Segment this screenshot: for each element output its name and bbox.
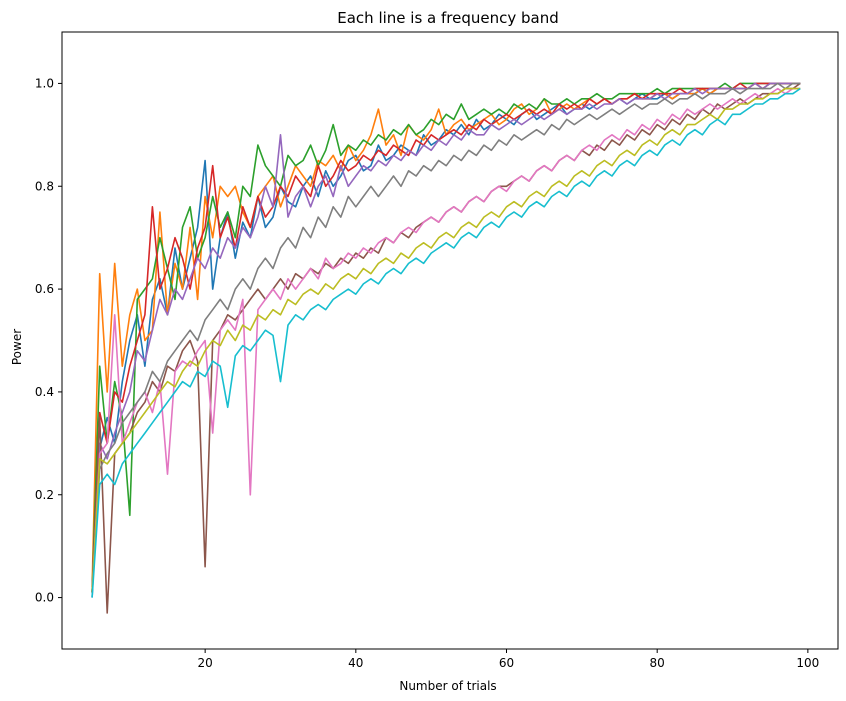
series-line-8 <box>91 82 801 593</box>
chart-title: Each line is a frequency band <box>337 9 558 27</box>
series-line-10 <box>91 87 801 598</box>
x-tick-label: 60 <box>499 656 514 670</box>
series-line-4 <box>91 82 801 593</box>
y-axis: 0.0 0.2 0.4 0.6 0.8 1.0 <box>35 76 62 605</box>
x-tick-label: 80 <box>650 656 665 670</box>
x-axis: 20 40 60 80 100 <box>198 649 819 670</box>
series-line-7 <box>91 87 801 593</box>
x-tick-label: 100 <box>796 656 819 670</box>
series-line-5 <box>91 82 801 593</box>
y-tick-label: 1.0 <box>35 76 54 90</box>
x-tick-label: 20 <box>198 656 213 670</box>
x-axis-label: Number of trials <box>399 679 496 693</box>
y-tick-label: 0.6 <box>35 282 54 296</box>
x-tick-label: 40 <box>348 656 363 670</box>
y-axis-label: Power <box>10 329 24 365</box>
series-layer <box>91 82 801 614</box>
y-tick-label: 0.2 <box>35 488 54 502</box>
y-tick-label: 0.4 <box>35 385 54 399</box>
series-line-3 <box>91 82 801 593</box>
y-tick-label: 0.0 <box>35 591 54 605</box>
series-line-9 <box>91 87 801 593</box>
plot-area-frame <box>61 31 839 650</box>
y-tick-label: 0.8 <box>35 179 54 193</box>
